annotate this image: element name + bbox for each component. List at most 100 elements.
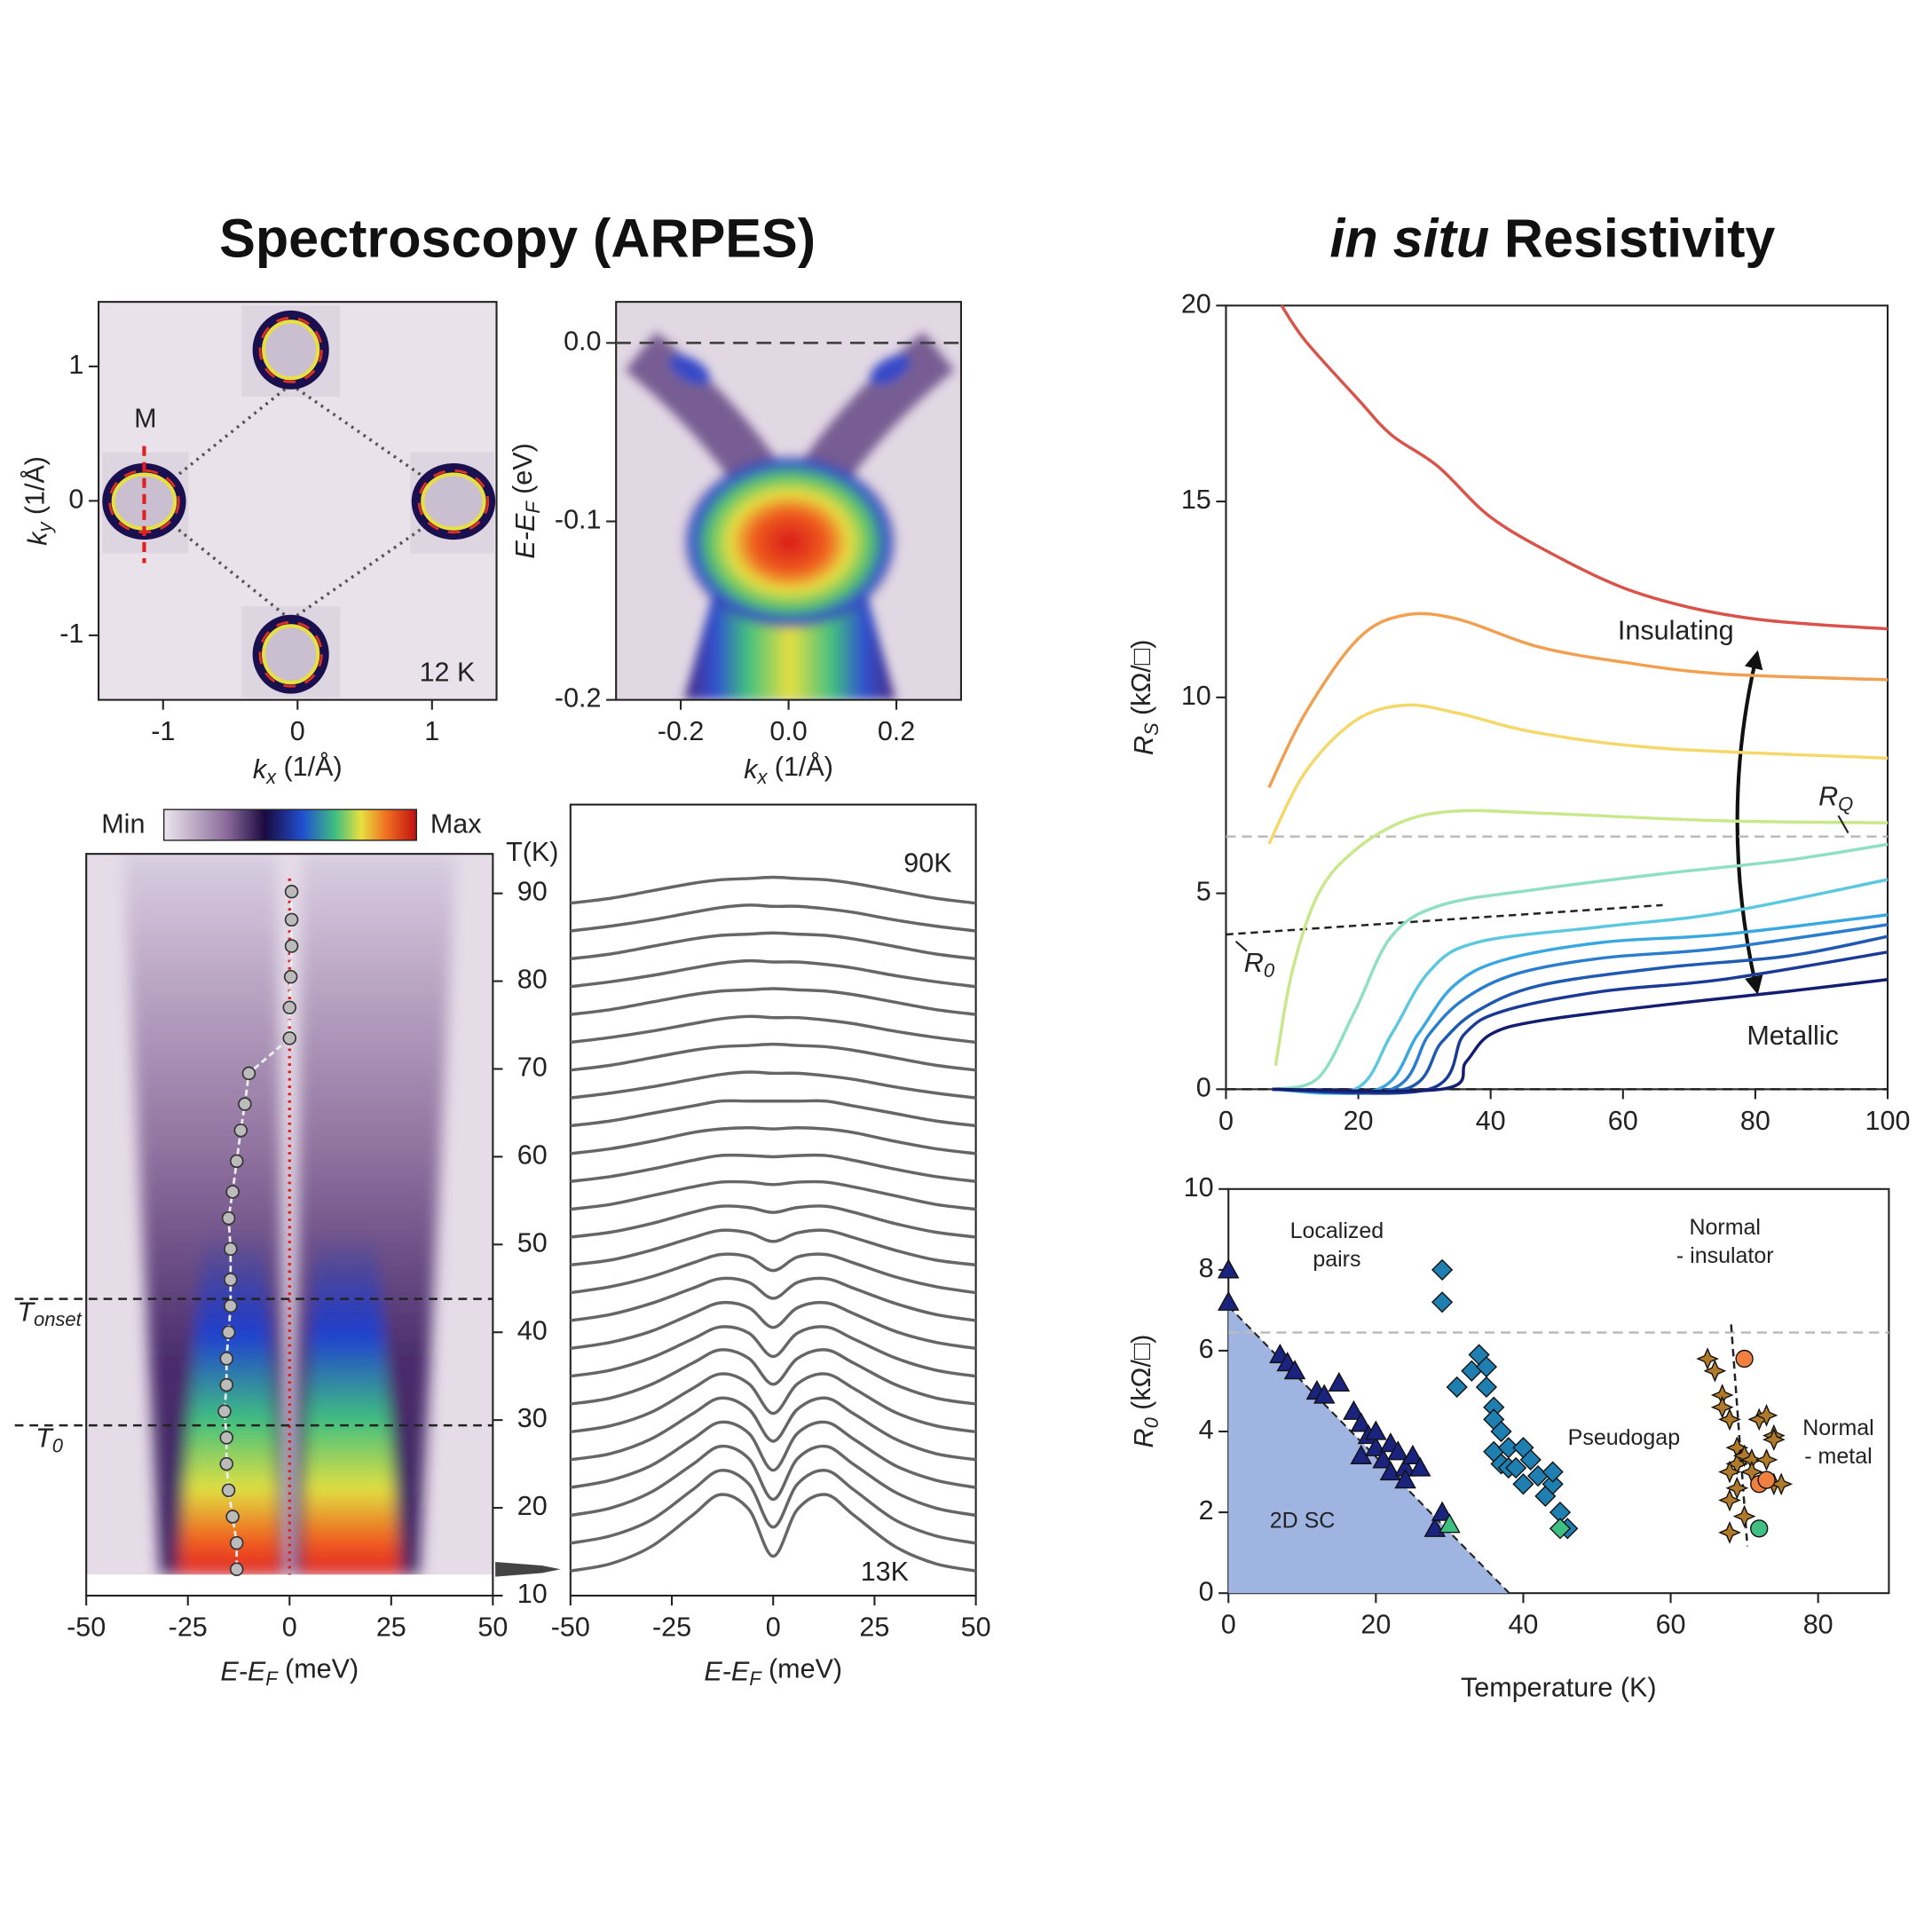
diamond-marker <box>1519 1448 1542 1471</box>
axis-label: RS (kΩ/□) <box>1126 640 1162 755</box>
top-curve-label: 90K <box>903 848 952 879</box>
x-tick-label: 0.2 <box>878 716 915 746</box>
y-tick-label: 10 <box>517 1579 548 1609</box>
label-subscript: x <box>265 766 277 788</box>
resistance-curve <box>1280 304 1889 631</box>
triangle-marker <box>1365 1420 1387 1440</box>
y-tick-label: 15 <box>1181 485 1211 515</box>
diamond-marker <box>1431 1258 1454 1281</box>
fermi-map-image <box>99 302 497 700</box>
label-symbol: E-E <box>510 513 540 559</box>
label-unit: (kΩ/□) <box>1126 1335 1156 1410</box>
x-tick-label: 25 <box>859 1613 889 1643</box>
label-symbol: k <box>253 754 268 785</box>
edc-curve <box>570 958 976 989</box>
y-tick-label: 0 <box>1196 1072 1211 1102</box>
y-tick-label: 60 <box>517 1139 548 1170</box>
edc-curve <box>570 1228 976 1267</box>
colorbar-max: Max <box>430 808 482 839</box>
y-tick-label: 8 <box>1199 1253 1214 1283</box>
y-tick-label: -0.2 <box>555 683 602 714</box>
label-symbol: k <box>744 754 759 785</box>
region-label: pairs <box>1313 1247 1360 1272</box>
gap-point <box>284 939 299 953</box>
x-tick-label: 0 <box>282 1613 297 1643</box>
axis-label: E-EF (meV) <box>220 1654 359 1690</box>
edc-curve <box>570 1348 976 1406</box>
gap-point <box>217 1404 232 1419</box>
axis-label: kx (1/Å) <box>253 751 343 787</box>
label-symbol: k <box>22 531 52 546</box>
edc-curve <box>570 1396 976 1462</box>
label-unit: (meV) <box>285 1654 359 1684</box>
gap-point <box>219 1456 234 1471</box>
label-subscript: F <box>265 1668 279 1690</box>
diamond-marker <box>1446 1376 1468 1399</box>
gap-point <box>221 1325 236 1340</box>
label-unit: (1/Å) <box>284 751 343 782</box>
edc-curve <box>570 1372 976 1434</box>
y-tick-label: 80 <box>517 965 548 995</box>
region-label: 2D SC <box>1270 1508 1336 1533</box>
r0-pointer <box>1234 940 1248 952</box>
diamond-marker <box>1549 1518 1572 1540</box>
y-tick-label: 40 <box>517 1315 548 1345</box>
edc-curve <box>570 1420 976 1489</box>
axis-label: E-EF (meV) <box>704 1654 842 1690</box>
label-subscript: x <box>756 766 768 788</box>
diamond-marker <box>1490 1420 1512 1443</box>
colorbar <box>162 808 417 841</box>
label-subscript: Q <box>1838 793 1853 815</box>
dispersion-map-image <box>616 302 961 700</box>
label-symbol: R <box>1129 1428 1159 1447</box>
x-tick-label: 40 <box>1508 1610 1538 1640</box>
edc-curve <box>570 1014 976 1045</box>
y-tick-label: 5 <box>1196 877 1211 907</box>
circle-marker <box>1757 1471 1776 1489</box>
triangle-marker <box>1313 1384 1336 1404</box>
gap-point <box>241 1066 256 1081</box>
gap-point <box>224 1242 238 1257</box>
diamond-marker <box>1475 1376 1498 1399</box>
rq-label: RQ <box>1818 782 1853 815</box>
y-tick-label: 70 <box>517 1053 548 1083</box>
temperature-marker-label: Tonset <box>17 1297 82 1329</box>
temperature-label: 12 K <box>420 658 476 688</box>
star-marker <box>1710 1395 1734 1419</box>
x-tick-label: 0.0 <box>769 716 807 746</box>
label-symbol: R <box>1818 782 1838 812</box>
x-tick-label: 0 <box>1221 1610 1236 1640</box>
gap-point <box>221 1210 236 1226</box>
triangle-marker <box>1217 1290 1240 1311</box>
diamond-marker <box>1475 1356 1498 1378</box>
y-tick-label: 0 <box>68 484 83 514</box>
star-marker <box>1755 1403 1778 1427</box>
label-symbol: T <box>17 1297 35 1327</box>
triangle-marker <box>1408 1456 1431 1477</box>
x-tick-label: -0.2 <box>658 716 705 746</box>
circle-marker <box>1735 1349 1754 1368</box>
y-tick-label: 10 <box>1181 681 1211 711</box>
gap-point <box>282 1000 297 1015</box>
edc-curve <box>570 1252 976 1295</box>
edc-curve <box>570 1125 976 1155</box>
label-symbol: T <box>35 1423 54 1454</box>
label-symbol: R <box>1244 948 1264 978</box>
y-tick-label: -1 <box>59 619 83 649</box>
y-tick-label: 30 <box>517 1403 548 1433</box>
y-tick-label: 10 <box>1184 1172 1214 1203</box>
label-symbol: E-E <box>704 1657 750 1687</box>
triangle-marker <box>1401 1444 1424 1464</box>
star-marker <box>1718 1460 1741 1484</box>
edc-curve <box>570 1444 976 1518</box>
diamond-marker <box>1542 1473 1564 1495</box>
x-tick-label: 25 <box>376 1613 406 1643</box>
x-tick-label: 0 <box>1218 1106 1234 1136</box>
x-tick-label: 0 <box>290 716 305 746</box>
edc-curve <box>570 1493 976 1573</box>
resistance-curve <box>1272 934 1889 1094</box>
circle-marker <box>1750 1519 1769 1538</box>
resistance-curve <box>1267 703 1889 845</box>
y-tick-label: 50 <box>517 1227 548 1258</box>
